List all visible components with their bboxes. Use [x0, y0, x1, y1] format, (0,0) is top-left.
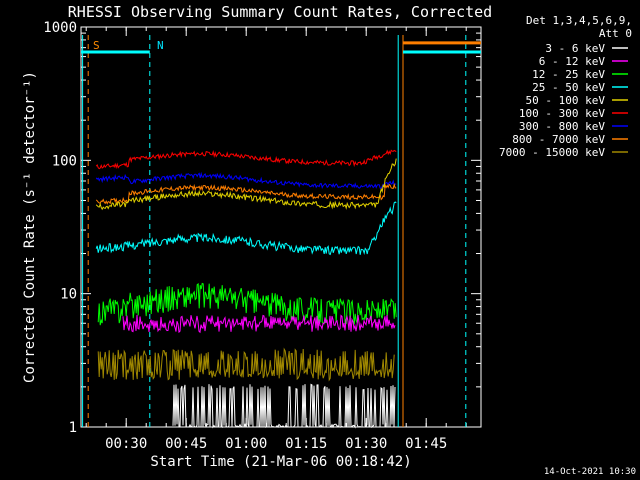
x-tick-label: 00:30: [105, 436, 147, 452]
legend-header: Det 1,3,4,5,6,9,: [526, 14, 632, 27]
y-tick-label: 100: [52, 153, 77, 169]
x-tick-label: 01:30: [345, 436, 387, 452]
legend-entry: 100 - 300 keV: [519, 107, 605, 120]
y-tick-label: 1000: [43, 20, 77, 36]
series-lines: [95, 149, 397, 429]
y-axis-ticks: 1 10 100 1000: [43, 20, 481, 436]
y-tick-label: 10: [60, 287, 77, 303]
timestamp: 14-Oct-2021 10:30: [544, 467, 636, 477]
x-axis-ticks: 00:30 00:45 01:00 01:15 01:30 01:45: [85, 27, 467, 452]
legend-entry: 3 - 6 keV: [545, 42, 605, 55]
series-line-2: [97, 282, 397, 326]
annotation-label: N: [157, 39, 164, 52]
annotation-label: S: [93, 39, 100, 52]
legend-entry: 50 - 100 keV: [526, 94, 606, 107]
legend-entry: 6 - 12 keV: [539, 55, 606, 68]
series-line-6: [95, 171, 397, 190]
series-line-3: [95, 201, 397, 256]
legend-entry: 300 - 800 keV: [519, 120, 605, 133]
legend-entry: 12 - 25 keV: [532, 68, 605, 81]
observing-intervals: [81, 35, 481, 427]
x-tick-label: 01:00: [225, 436, 267, 452]
series-line-8: [97, 347, 395, 382]
legend-header: Att 0: [599, 27, 632, 40]
series-line-1: [122, 314, 396, 334]
y-tick-label: 1: [69, 420, 77, 436]
legend-entry: 800 - 7000 keV: [512, 133, 605, 146]
series-line-5: [95, 149, 397, 170]
y-axis-label: Corrected Count Rate (s⁻¹ detector⁻¹): [22, 71, 38, 383]
x-tick-label: 01:15: [285, 436, 327, 452]
series-line-0: [172, 383, 396, 429]
chart-title: RHESSI Observing Summary Count Rates, Co…: [68, 3, 492, 21]
x-axis-label: Start Time (21-Mar-06 00:18:42): [150, 454, 411, 470]
x-tick-label: 00:45: [165, 436, 207, 452]
legend-entry: 7000 - 15000 keV: [499, 146, 605, 159]
series-line-7: [95, 182, 397, 205]
legend-entry: 25 - 50 keV: [532, 81, 605, 94]
x-tick-label: 01:45: [405, 436, 447, 452]
series-line-4: [95, 158, 397, 211]
